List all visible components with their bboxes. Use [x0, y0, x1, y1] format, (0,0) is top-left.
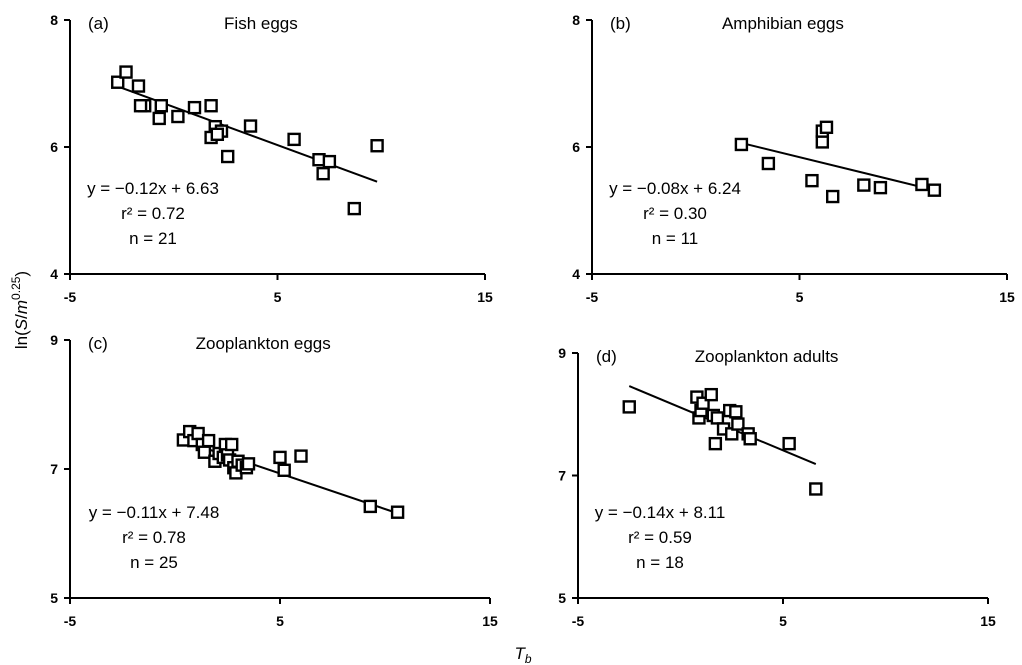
panel-d-r-squared: r² = 0.59: [628, 528, 692, 547]
panel-b-y-tick-6: 6: [572, 139, 580, 155]
panel-d-point-13: [729, 405, 743, 419]
panel-a-point-22: [370, 139, 384, 153]
panel-b-n-count: n = 11: [652, 229, 698, 248]
panel-c-point-24: [363, 499, 377, 514]
panel-d-label: (d): [596, 347, 617, 366]
panel-b-point-9: [873, 180, 888, 195]
panel-d-n-count: n = 18: [636, 553, 684, 572]
panel-a-x-tick-neg5: -5: [64, 289, 77, 305]
y-axis-label: ln(S/m0.25): [9, 271, 31, 349]
panel-c-point-14: [224, 437, 239, 452]
panel-d-y-tick-7: 7: [558, 468, 566, 484]
panel-a-y-tick-4: 4: [50, 266, 58, 282]
panel-c-y-tick-5: 5: [50, 590, 58, 606]
panel-a-point-20: [316, 166, 330, 181]
panel-b: 4 6 8 -5 5 15 (b) Amphibian eggs y = −0.08x + 6.…: [572, 12, 1015, 305]
panel-a-point-10: [187, 100, 202, 115]
panel-c-point-22: [277, 463, 291, 477]
panel-b-point-2: [761, 156, 776, 171]
panel-d-equation: y = −0.14x + 8.11: [595, 503, 726, 522]
panel-a-title: Fish eggs: [224, 14, 298, 33]
panel-c-equation: y = −0.11x + 7.48: [89, 503, 220, 522]
panel-a-r-squared: r² = 0.72: [121, 204, 185, 223]
panel-a-point-14: [210, 127, 225, 142]
panel-b-point-3: [805, 173, 819, 188]
panel-c-r-squared: r² = 0.78: [122, 528, 186, 547]
panel-a-y-tick-8: 8: [50, 12, 58, 28]
panel-d-y-tick-9: 9: [558, 345, 566, 361]
panel-d-y-tick-5: 5: [558, 590, 566, 606]
panel-a-equation: y = −0.12x + 6.63: [87, 179, 219, 198]
panel-b-r-squared: r² = 0.30: [643, 204, 707, 223]
panel-b-y-tick-4: 4: [572, 266, 580, 282]
panel-c-point-25: [390, 505, 405, 519]
panel-b-point-7: [826, 189, 840, 204]
panel-a-point-17: [287, 132, 301, 147]
panel-d-point-14: [731, 417, 745, 431]
panel-d-x-tick-5: 5: [779, 613, 787, 629]
panel-b-fit-line: [741, 141, 935, 192]
panel-a-point-9: [204, 99, 218, 113]
x-axis-label: Tb: [514, 644, 531, 665]
panel-b-y-tick-8: 8: [572, 12, 580, 28]
panel-c-point-23: [294, 449, 308, 463]
panel-a-point-3: [131, 79, 146, 93]
panel-a-point-19: [322, 154, 337, 169]
panel-c-point-7: [201, 433, 216, 448]
panel-a-x-tick-5: 5: [274, 289, 282, 305]
panel-a-point-1: [111, 75, 125, 89]
panel-d-point-16: [743, 432, 757, 446]
panel-c-x-tick-5: 5: [276, 613, 284, 629]
panel-a: 4 6 8 -5 5 15 (a) Fish eggs y = −0.12x + 6.63 r² …: [50, 12, 493, 305]
panel-d-title: Zooplankton adults: [695, 347, 839, 366]
panel-b-title: Amphibian eggs: [722, 14, 844, 33]
panel-d: 5 7 9 -5 5 15 (d) Zooplankton adults y = −0.14x …: [558, 345, 996, 629]
panel-a-point-21: [347, 201, 361, 216]
panel-d-point-17: [782, 436, 796, 451]
panel-b-point-11: [927, 183, 942, 197]
panel-d-point-6: [704, 387, 718, 402]
panel-a-y-tick-6: 6: [50, 139, 58, 155]
panel-c-title: Zooplankton eggs: [196, 334, 331, 353]
panel-a-point-16: [243, 119, 258, 133]
panel-a-point-7: [152, 111, 166, 126]
panel-a-point-5: [154, 99, 169, 113]
panel-a-n-count: n = 21: [129, 229, 177, 248]
panel-b-label: (b): [610, 14, 631, 33]
panel-a-label: (a): [88, 14, 109, 33]
panel-b-point-10: [915, 177, 929, 192]
panel-c-y-tick-7: 7: [50, 461, 58, 477]
panel-b-equation: y = −0.08x + 6.24: [609, 179, 741, 198]
panel-d-point-5: [696, 396, 710, 410]
panel-c-label: (c): [88, 334, 108, 353]
panel-a-point-8: [171, 109, 185, 124]
panel-d-point-18: [809, 482, 823, 496]
panel-c: 5 7 9 -5 5 15 (c) Zooplankton eggs y = −0.11x + …: [50, 332, 498, 629]
panel-c-y-tick-9: 9: [50, 332, 58, 348]
panel-d-x-tick-neg5: -5: [572, 613, 585, 629]
panel-b-point-4: [815, 135, 830, 149]
panel-b-x-tick-5: 5: [796, 289, 804, 305]
panel-c-point-20: [241, 457, 256, 471]
panel-d-point-1: [622, 400, 636, 414]
panel-d-x-tick-15: 15: [980, 613, 996, 629]
panel-c-x-tick-neg5: -5: [64, 613, 77, 629]
panel-a-point-2: [119, 65, 133, 79]
chart-panels: 4 6 8 -5 5 15 (a) Fish eggs y = −0.12x + 6.63 r² …: [50, 12, 1015, 629]
panel-a-point-6: [133, 99, 148, 113]
panel-d-point-9: [710, 411, 725, 425]
panel-b-x-tick-15: 15: [999, 289, 1015, 305]
panel-b-x-tick-neg5: -5: [586, 289, 599, 305]
panel-b-point-8: [857, 178, 871, 192]
panel-c-n-count: n = 25: [130, 553, 178, 572]
panel-c-x-tick-15: 15: [482, 613, 498, 629]
panel-a-point-15: [220, 149, 235, 164]
panel-a-x-tick-15: 15: [477, 289, 493, 305]
panel-d-point-8: [708, 436, 723, 451]
panel-c-point-21: [273, 450, 287, 465]
panel-b-point-6: [819, 120, 834, 135]
panel-b-point-1: [734, 137, 749, 152]
